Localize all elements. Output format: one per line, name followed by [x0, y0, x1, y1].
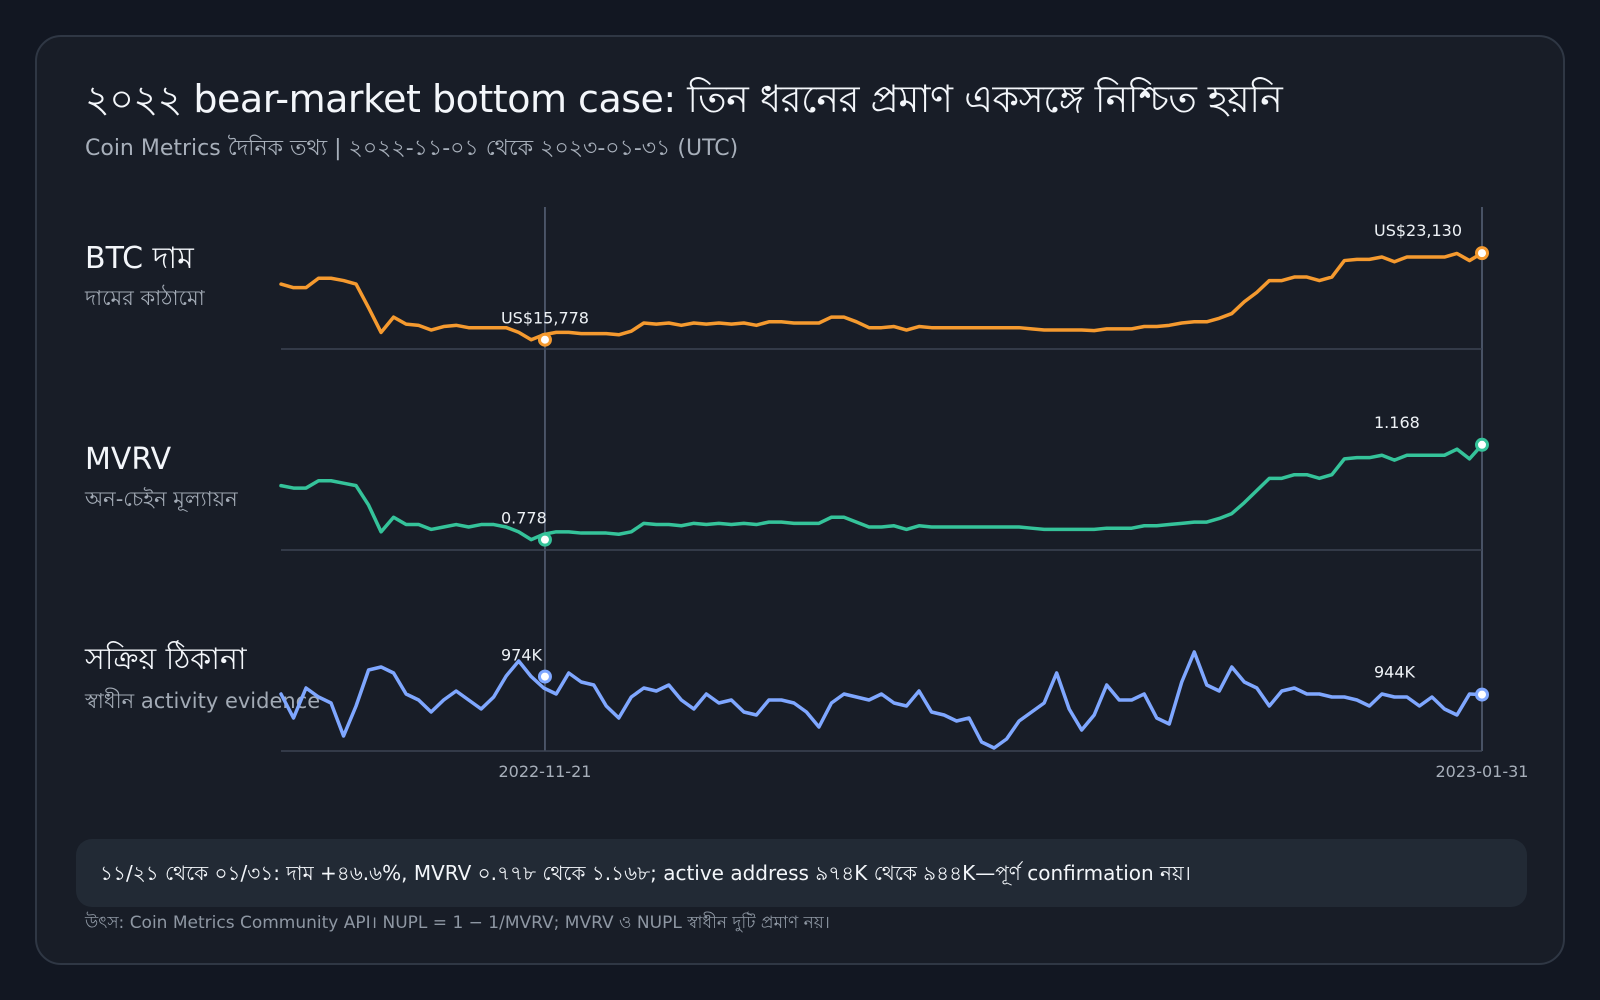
- chart-card: ২০২২ bear-market bottom case: তিন ধরনের …: [35, 35, 1565, 965]
- end-marker-mvrv: [1475, 437, 1489, 452]
- x-axis-layer: 2022-11-21 2023-01-31: [498, 762, 1528, 781]
- panel-label-layer: BTC দাম দামের কাঠামো MVRV অন-চেইন মূল্যায়ন…: [84, 241, 320, 713]
- x-tick-label: 2023-01-31: [1436, 762, 1529, 781]
- chart-subtitle: Coin Metrics দৈনিক তথ্য | ২০২২-১১-০১ থেক…: [85, 136, 739, 161]
- summary-note-box: ১১/২১ থেকে ০১/৩১: দাম +৪৬.৬%, MVRV ০.৭৭৮…: [76, 839, 1527, 907]
- panel-title-active: সক্রিয় ঠিকানা: [84, 640, 248, 677]
- grid-layer: [281, 207, 1483, 752]
- panel-subtitle-active: স্বাধীন activity evidence: [84, 688, 320, 713]
- start-marker-active: [537, 669, 552, 684]
- chart-title: ২০২২ bear-market bottom case: তিন ধরনের …: [85, 77, 1283, 121]
- multi-panel-line-chart: BTC দাম দামের কাঠামো MVRV অন-চেইন মূল্যায়ন…: [84, 207, 1528, 781]
- series-layer: [279, 251, 1484, 750]
- source-note: উৎস: Coin Metrics Community API। NUPL = …: [85, 913, 830, 933]
- start-marker-price: [537, 332, 552, 347]
- summary-note-text: ১১/২১ থেকে ০১/৩১: দাম +৪৬.৬%, MVRV ০.৭৭৮…: [100, 861, 1191, 885]
- start-value-label-price: US$15,778: [501, 309, 589, 328]
- end-value-label-active: 944K: [1374, 663, 1416, 682]
- series-line-mvrv: [279, 443, 1484, 542]
- panel-title-price: BTC দাম: [85, 241, 195, 276]
- series-line-active: [279, 650, 1484, 750]
- panel-title-mvrv: MVRV: [85, 442, 172, 477]
- panel-subtitle-price: দামের কাঠামো: [84, 285, 206, 310]
- panel-subtitle-mvrv: অন-চেইন মূল্যায়ন: [84, 487, 238, 511]
- end-marker-active: [1475, 687, 1489, 702]
- series-line-price: [279, 251, 1484, 342]
- start-marker-mvrv: [537, 532, 552, 547]
- end-value-label-mvrv: 1.168: [1374, 413, 1420, 432]
- start-value-label-active: 974K: [501, 646, 543, 665]
- marker-layer: [537, 246, 1489, 702]
- end-marker-price: [1475, 246, 1489, 261]
- value-label-layer: US$15,778 US$23,130 0.778 1.168 974K 944K: [501, 221, 1462, 681]
- end-value-label-price: US$23,130: [1374, 221, 1462, 240]
- start-value-label-mvrv: 0.778: [501, 509, 547, 528]
- x-tick-label: 2022-11-21: [498, 762, 591, 781]
